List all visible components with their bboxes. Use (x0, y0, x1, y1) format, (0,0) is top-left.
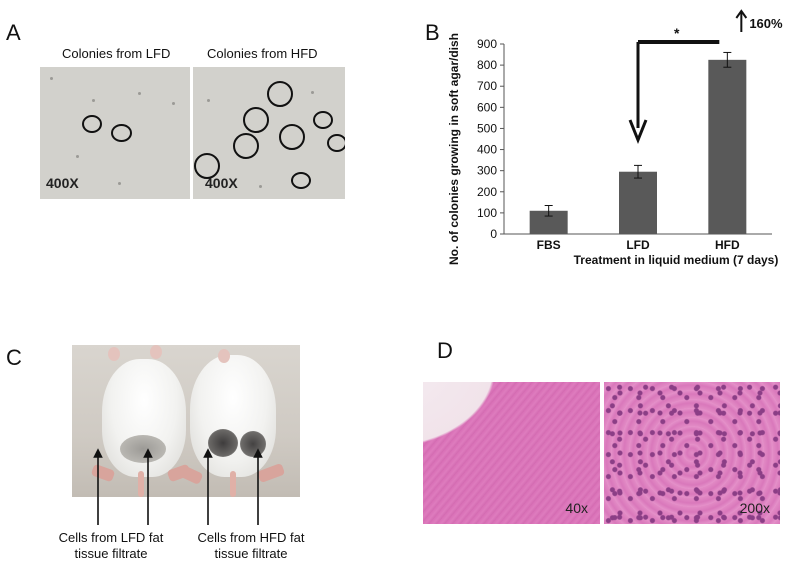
colony-circle (111, 124, 132, 142)
x-tick-label: HFD (715, 238, 740, 252)
magnification-label: 200x (739, 500, 770, 516)
y-tick-label: 400 (477, 143, 497, 157)
colony-circle (291, 172, 311, 189)
y-tick-label: 200 (477, 185, 497, 199)
colony-circle (243, 107, 269, 133)
increase-arrowhead (735, 9, 748, 19)
y-tick-label: 500 (477, 121, 497, 135)
bar-fbs (529, 210, 568, 234)
magnification-label: 400X (46, 175, 79, 191)
bar-hfd (708, 59, 747, 235)
panel-d-letter: D (437, 338, 453, 363)
x-tick-label: FBS (537, 238, 561, 252)
colony-micrograph-lfd: 400X (40, 67, 190, 199)
histology-200x: 200x (604, 382, 780, 524)
colony-circle (279, 124, 305, 150)
magnification-label: 40x (565, 500, 588, 516)
colony-bar-chart: 0 100 200 300 400 500 600 700 800 900 FBS LFD HFDTre… (447, 9, 783, 267)
label-lfd-cells: Cells from LFD fat tissue filtrate (58, 530, 164, 561)
x-axis-label: Treatment in liquid medium (7 days) (574, 253, 779, 267)
panel-a-caption-lfd: Colonies from LFD (62, 46, 171, 61)
colony-circle (327, 134, 345, 152)
y-tick-label: 0 (490, 227, 497, 241)
colony-circle (233, 133, 259, 159)
colony-circle (194, 153, 220, 179)
significance-star: * (674, 25, 680, 41)
panel-a-caption-hfd: Colonies from HFD (207, 46, 318, 61)
y-tick-label: 100 (477, 206, 497, 220)
colony-micrograph-hfd: 400X (193, 67, 345, 199)
magnification-label: 400X (205, 175, 238, 191)
y-tick-label: 700 (477, 79, 497, 93)
x-tick-label: LFD (626, 238, 650, 252)
colony-circle (82, 115, 102, 133)
colony-circle (267, 81, 293, 107)
panel-a-letter: A (6, 20, 21, 45)
y-tick-label: 800 (477, 58, 497, 72)
comparison-arrowhead (628, 119, 648, 145)
bar-lfd (619, 171, 657, 234)
colony-circle (313, 111, 333, 129)
y-tick-label: 600 (477, 100, 497, 114)
y-tick-label: 300 (477, 164, 497, 178)
y-tick-label: 900 (477, 37, 497, 51)
panel-c-letter: C (6, 345, 22, 370)
panel-b-letter: B (425, 20, 440, 45)
increase-label: 160% (749, 16, 783, 31)
y-axis-label: No. of colonies growing in soft agar/dis… (447, 33, 461, 265)
panel-c-arrows (93, 448, 263, 525)
label-hfd-cells: Cells from HFD fat tissue filtrate (197, 530, 305, 561)
histology-40x: 40x (423, 382, 600, 524)
